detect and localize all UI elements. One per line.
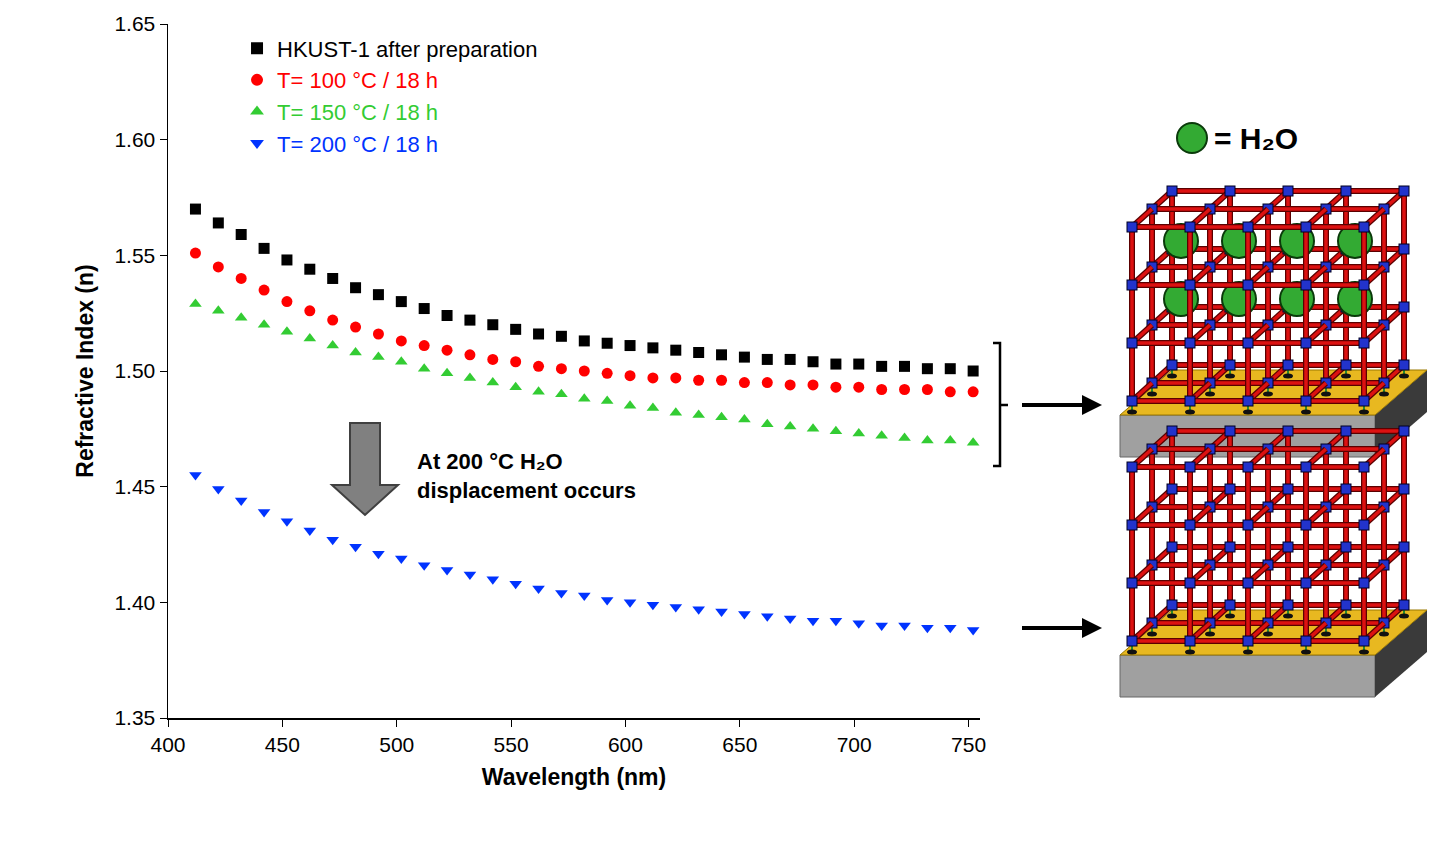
svg-text:1.60: 1.60 bbox=[114, 128, 155, 151]
svg-text:= H₂O: = H₂O bbox=[1214, 122, 1298, 155]
svg-text:T= 200 °C / 18 h: T= 200 °C / 18 h bbox=[277, 132, 438, 157]
svg-text:1.55: 1.55 bbox=[114, 244, 155, 267]
svg-text:1.45: 1.45 bbox=[114, 475, 155, 498]
svg-text:450: 450 bbox=[265, 733, 300, 756]
svg-text:500: 500 bbox=[379, 733, 414, 756]
svg-text:T= 100 °C / 18 h: T= 100 °C / 18 h bbox=[277, 68, 438, 93]
svg-text:Refractive Index (n): Refractive Index (n) bbox=[72, 264, 98, 477]
svg-text:1.40: 1.40 bbox=[114, 591, 155, 614]
svg-text:600: 600 bbox=[608, 733, 643, 756]
svg-text:Wavelength (nm): Wavelength (nm) bbox=[482, 764, 666, 790]
svg-text:700: 700 bbox=[837, 733, 872, 756]
svg-text:750: 750 bbox=[951, 733, 986, 756]
svg-text:1.65: 1.65 bbox=[114, 12, 155, 35]
svg-text:1.50: 1.50 bbox=[114, 359, 155, 382]
svg-text:1.35: 1.35 bbox=[114, 706, 155, 729]
svg-text:HKUST-1 after preparation: HKUST-1 after preparation bbox=[277, 37, 537, 62]
svg-text:At 200 °C H₂Odisplacement occu: At 200 °C H₂Odisplacement occurs bbox=[417, 449, 636, 503]
svg-text:550: 550 bbox=[494, 733, 529, 756]
svg-text:T= 150 °C / 18 h: T= 150 °C / 18 h bbox=[277, 100, 438, 125]
svg-text:400: 400 bbox=[150, 733, 185, 756]
svg-text:650: 650 bbox=[722, 733, 757, 756]
